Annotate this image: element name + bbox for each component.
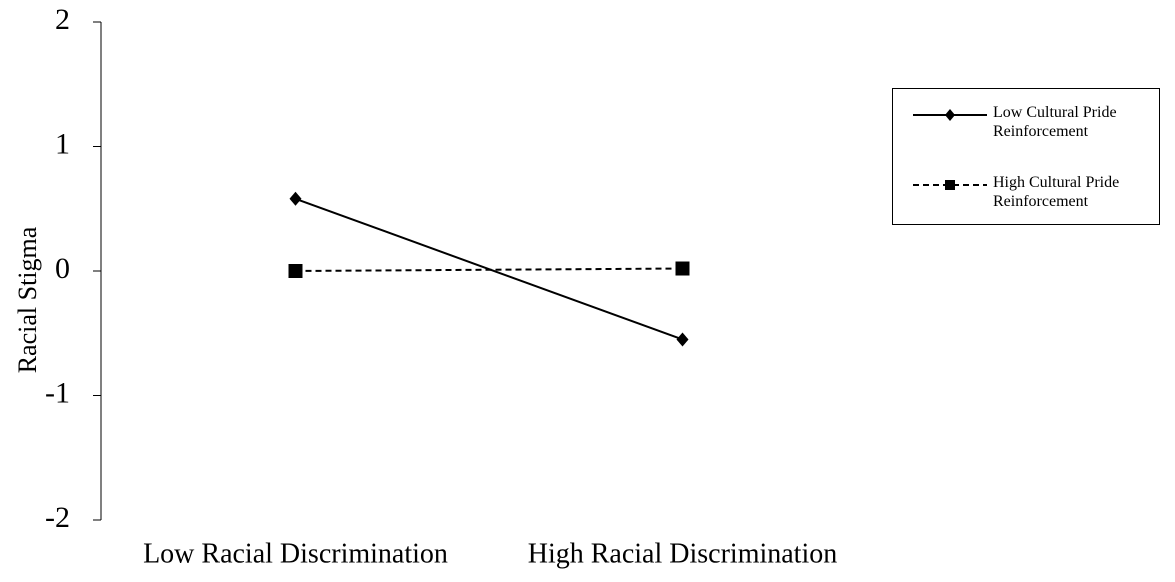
y-tick-label: 2 (55, 3, 70, 36)
marker (675, 261, 690, 276)
legend-entry: Low Cultural Pride Reinforcement (893, 103, 1161, 153)
marker (945, 180, 955, 190)
x-tick-label: High Racial Discrimination (528, 538, 838, 569)
y-axis-title: Racial Stigma (13, 226, 42, 373)
legend-swatch (913, 109, 987, 121)
legend-swatch (913, 180, 987, 190)
marker (289, 191, 302, 206)
legend: Low Cultural Pride Reinforcement High Cul… (892, 88, 1160, 225)
marker (676, 332, 689, 347)
series-line (295, 267, 683, 272)
y-tick-label: 1 (55, 127, 70, 160)
legend-label: High Cultural Pride Reinforcement (993, 174, 1120, 210)
y-tick-label: -1 (45, 376, 70, 409)
y-tick-label: 0 (55, 252, 70, 285)
y-tick-label: -2 (45, 501, 70, 534)
marker (288, 264, 303, 278)
legend-entry: High Cultural Pride Reinforcement (893, 173, 1161, 223)
marker (945, 109, 955, 121)
legend-label: Low Cultural Pride Reinforcement (993, 104, 1117, 140)
x-tick-label: Low Racial Discrimination (143, 538, 448, 569)
